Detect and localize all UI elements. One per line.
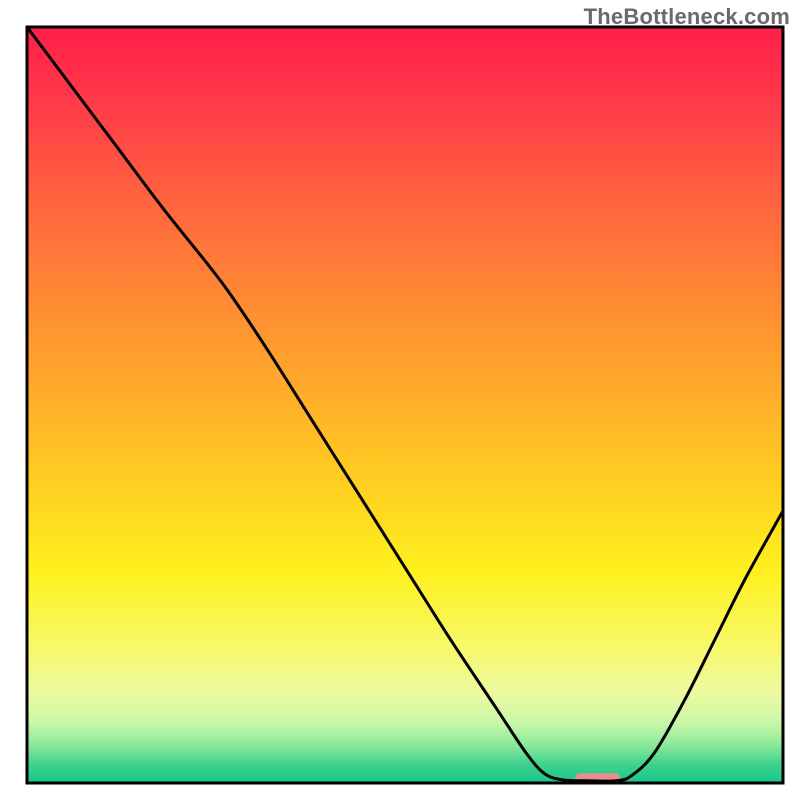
watermark-text: TheBottleneck.com xyxy=(584,4,790,30)
chart-svg xyxy=(0,0,800,800)
gradient-fill xyxy=(27,27,783,783)
bottleneck-chart: TheBottleneck.com xyxy=(0,0,800,800)
